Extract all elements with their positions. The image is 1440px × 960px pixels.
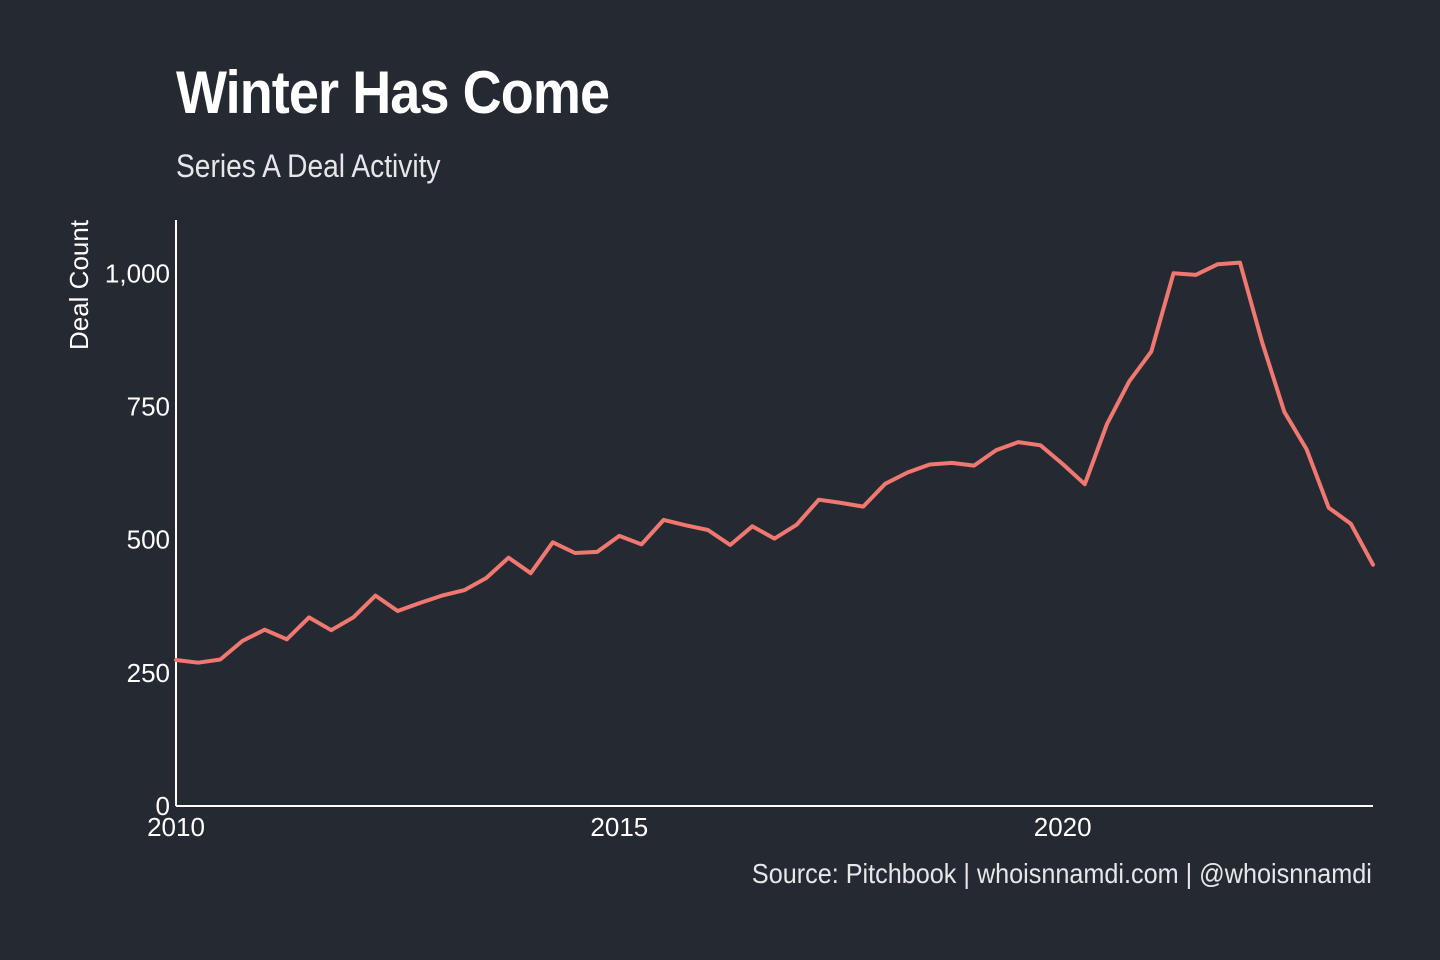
series-line <box>174 260 1375 665</box>
chart-subtitle: Series A Deal Activity <box>176 148 441 184</box>
x-tick-label: 2020 <box>1034 812 1092 842</box>
x-axis-ticks: 2010 2015 2020 <box>147 812 1092 842</box>
y-tick-label: 0 <box>156 791 170 821</box>
x-tick-label: 2015 <box>590 812 648 842</box>
y-tick-label: 250 <box>127 658 170 688</box>
y-tick-label: 750 <box>127 391 170 421</box>
y-axis-ticks: 0 250 500 750 1,000 <box>105 258 170 821</box>
y-axis-title: Deal Count <box>64 219 94 350</box>
y-tick-label: 1,000 <box>105 258 170 288</box>
series-layer <box>174 260 1375 665</box>
source-caption: Source: Pitchbook | whoisnnamdi.com | @w… <box>752 858 1372 889</box>
y-tick-label: 500 <box>127 525 170 555</box>
chart-title: Winter Has Come <box>176 59 610 126</box>
x-tick-label: 2010 <box>147 812 205 842</box>
